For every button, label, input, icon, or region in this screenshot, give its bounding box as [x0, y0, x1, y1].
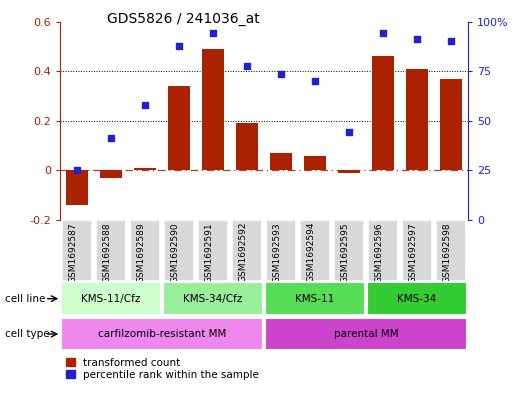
Text: GSM1692594: GSM1692594	[306, 222, 315, 283]
Text: GSM1692596: GSM1692596	[374, 222, 383, 283]
Point	[447, 39, 456, 45]
Bar	[372, 56, 394, 171]
Point	[175, 43, 184, 50]
Bar	[198, 220, 229, 281]
Text: KMS-34/Cfz: KMS-34/Cfz	[184, 294, 243, 304]
Text: cell type: cell type	[5, 329, 50, 339]
Bar	[265, 318, 467, 350]
Bar	[270, 153, 292, 171]
Text: KMS-34: KMS-34	[397, 294, 437, 304]
Text: carfilzomib-resistant MM: carfilzomib-resistant MM	[98, 329, 226, 339]
Bar	[334, 220, 365, 281]
Legend: transformed count, percentile rank within the sample: transformed count, percentile rank withi…	[65, 357, 260, 381]
Point	[209, 29, 218, 36]
Bar	[61, 283, 161, 315]
Text: cell line: cell line	[5, 294, 46, 304]
Text: KMS-11: KMS-11	[295, 294, 335, 304]
Bar	[61, 318, 263, 350]
Bar	[440, 79, 462, 171]
Bar	[130, 220, 161, 281]
Point	[345, 129, 354, 135]
Text: GSM1692590: GSM1692590	[170, 222, 179, 283]
Bar	[232, 220, 263, 281]
Bar	[236, 123, 258, 171]
Text: KMS-11/Cfz: KMS-11/Cfz	[82, 294, 141, 304]
Bar	[134, 168, 156, 171]
Point	[311, 78, 320, 84]
Bar	[100, 171, 122, 178]
Point	[243, 63, 252, 70]
Bar	[163, 283, 263, 315]
Bar	[266, 220, 297, 281]
Text: GSM1692587: GSM1692587	[68, 222, 77, 283]
Bar	[436, 220, 467, 281]
Text: GSM1692588: GSM1692588	[102, 222, 111, 283]
Bar	[367, 283, 467, 315]
Text: GSM1692597: GSM1692597	[408, 222, 417, 283]
Text: parental MM: parental MM	[334, 329, 399, 339]
Point	[413, 36, 422, 42]
Text: GSM1692595: GSM1692595	[340, 222, 349, 283]
Text: GSM1692591: GSM1692591	[204, 222, 213, 283]
Bar	[62, 220, 93, 281]
Bar	[368, 220, 399, 281]
Bar	[265, 283, 365, 315]
Point	[73, 167, 82, 174]
Text: GSM1692593: GSM1692593	[272, 222, 281, 283]
Bar	[202, 49, 224, 171]
Bar	[66, 171, 88, 205]
Bar	[338, 171, 360, 173]
Bar	[402, 220, 433, 281]
Bar	[300, 220, 331, 281]
Bar	[168, 86, 190, 171]
Bar	[164, 220, 195, 281]
Bar	[96, 220, 127, 281]
Bar	[304, 156, 326, 171]
Point	[277, 71, 286, 77]
Text: GSM1692589: GSM1692589	[136, 222, 145, 283]
Point	[107, 135, 116, 141]
Bar	[406, 69, 428, 171]
Text: GSM1692598: GSM1692598	[442, 222, 451, 283]
Point	[141, 101, 150, 108]
Text: GSM1692592: GSM1692592	[238, 222, 247, 283]
Text: GDS5826 / 241036_at: GDS5826 / 241036_at	[107, 12, 259, 26]
Point	[379, 29, 388, 36]
